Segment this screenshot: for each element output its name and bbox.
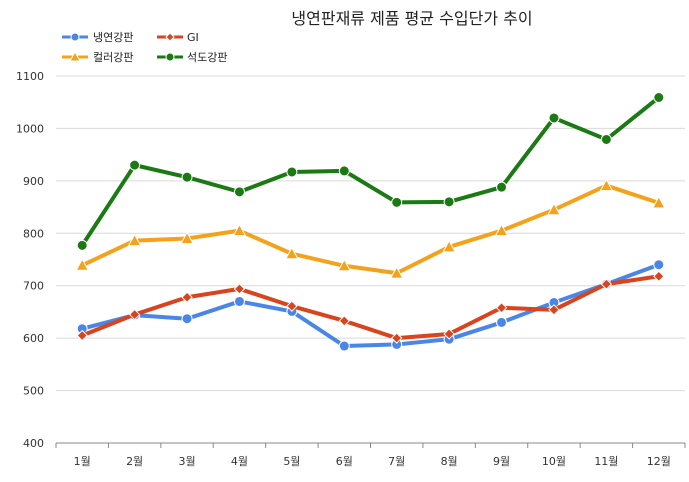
data-point — [286, 166, 298, 178]
x-tick-label: 12월 — [647, 455, 671, 468]
y-tick-label: 1000 — [16, 122, 44, 135]
y-tick-label: 400 — [23, 437, 44, 450]
x-tick-label: 9월 — [493, 455, 510, 468]
data-point — [181, 171, 193, 183]
data-point — [338, 165, 350, 177]
data-point — [233, 283, 246, 295]
legend-label-2: 컬러강판 — [93, 51, 133, 64]
x-tick-label: 10월 — [542, 455, 566, 468]
data-point — [496, 181, 508, 193]
y-tick-label: 700 — [23, 280, 44, 293]
y-tick-label: 1100 — [16, 70, 44, 83]
series-line-3 — [80, 95, 661, 248]
data-point — [286, 300, 298, 312]
data-point — [338, 315, 350, 327]
data-point — [653, 270, 665, 282]
legend-item-1: GI — [157, 31, 199, 44]
data-point — [129, 159, 141, 171]
data-point — [181, 291, 193, 303]
data-point — [127, 233, 142, 247]
data-point — [285, 246, 299, 260]
data-point — [442, 239, 456, 253]
legend-label-1: GI — [187, 31, 199, 44]
legend-marker-2 — [69, 50, 81, 62]
data-point — [76, 239, 88, 251]
legend-item-2: 컬러강판 — [62, 50, 133, 64]
data-point — [653, 259, 665, 271]
legend-item-3: 석도강판 — [157, 51, 227, 64]
data-point — [651, 195, 666, 209]
series-2 — [75, 178, 666, 279]
y-tick-label: 900 — [23, 175, 44, 188]
data-point — [337, 258, 352, 272]
data-point — [547, 202, 561, 216]
y-tick-label: 800 — [23, 227, 44, 240]
y-tick-label: 600 — [23, 332, 44, 345]
x-axis-ticks: 1월 2월 3월 4월 5월 6월 7월 8월 9월 10월 11월 12월 — [55, 443, 686, 468]
series-line-2 — [80, 183, 661, 276]
x-tick-label: 7월 — [388, 455, 405, 468]
data-point — [653, 91, 665, 103]
data-point — [443, 196, 455, 208]
x-tick-label: 5월 — [283, 455, 300, 468]
legend-label-0: 냉연강판 — [93, 31, 133, 44]
data-point — [389, 266, 404, 279]
data-point — [391, 332, 403, 344]
data-point — [600, 278, 613, 290]
x-tick-label: 2월 — [126, 455, 143, 468]
y-axis-ticks: 400 500 600 700 800 900 1000 1100 — [16, 70, 44, 450]
series-line-1 — [80, 274, 661, 341]
data-point — [599, 178, 614, 192]
series-3 — [76, 91, 665, 251]
legend-item-0: 냉연강판 — [62, 31, 133, 44]
data-point — [75, 258, 90, 271]
data-point — [338, 340, 350, 352]
data-point — [181, 313, 193, 325]
legend: 냉연강판 GI 컬러강판 석도강판 — [62, 31, 227, 64]
data-point — [233, 186, 245, 198]
data-point — [232, 223, 247, 237]
data-point — [180, 231, 194, 245]
data-point — [391, 196, 403, 208]
data-point — [233, 295, 245, 307]
series — [75, 91, 666, 352]
y-tick-label: 500 — [23, 385, 44, 398]
x-tick-label: 11월 — [594, 455, 618, 468]
data-point — [496, 316, 508, 328]
data-point — [548, 112, 560, 124]
series-line-0 — [80, 262, 661, 349]
data-point — [76, 329, 88, 342]
x-tick-label: 4월 — [231, 455, 248, 468]
x-tick-label: 8월 — [441, 455, 458, 468]
x-tick-label: 1월 — [74, 455, 91, 468]
x-tick-label: 6월 — [336, 455, 353, 468]
series-1 — [76, 270, 665, 344]
data-point — [600, 133, 612, 145]
data-point — [495, 302, 508, 314]
data-point — [443, 328, 455, 340]
legend-marker-3 — [165, 52, 175, 62]
legend-marker-0 — [70, 32, 80, 42]
data-point — [128, 308, 141, 321]
data-point — [494, 223, 509, 237]
data-point — [548, 304, 560, 316]
chart-title: 냉연판재류 제품 평균 수입단가 추이 — [291, 9, 532, 28]
legend-label-3: 석도강판 — [187, 51, 227, 64]
x-tick-label: 3월 — [178, 455, 195, 468]
legend-marker-1 — [165, 32, 175, 42]
